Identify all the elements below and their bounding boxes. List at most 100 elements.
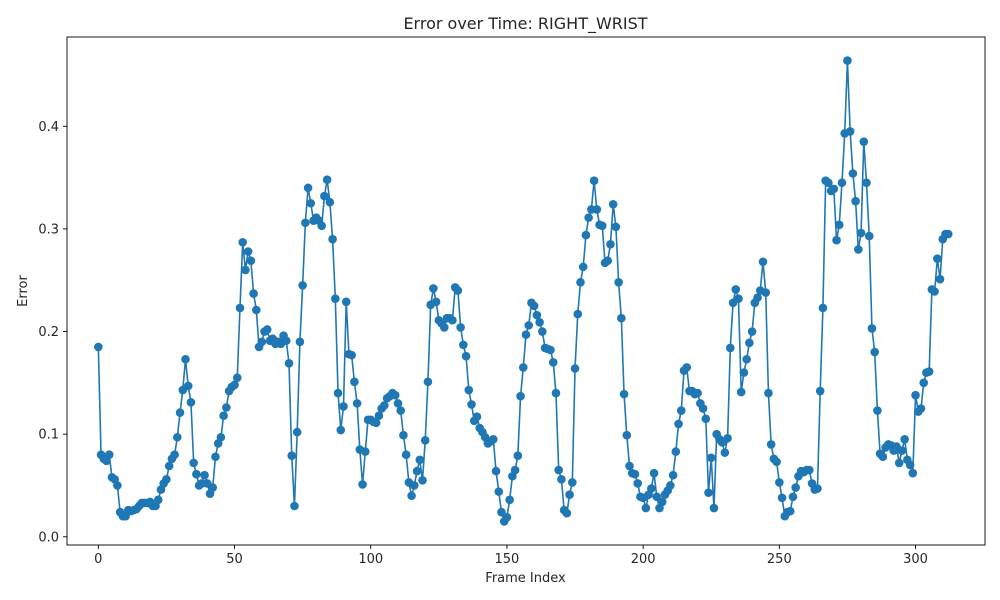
data-point [630, 469, 640, 479]
x-tick-label: 50 [226, 552, 243, 567]
data-point [301, 218, 310, 228]
data-point [189, 458, 198, 468]
data-point [328, 234, 337, 244]
data-point [252, 305, 261, 315]
y-tick-label: 0.1 [38, 428, 59, 443]
data-point [788, 492, 798, 502]
data-point [606, 240, 615, 249]
x-axis-label: Frame Index [485, 571, 566, 586]
data-point [608, 199, 618, 209]
plot-area [66, 36, 986, 546]
y-axis: 0.0 0.1 0.2 0.3 0.4 [38, 120, 67, 545]
data-point [393, 399, 403, 408]
data-point [731, 285, 741, 294]
data-point [592, 205, 602, 214]
x-tick-label: 0 [94, 552, 102, 567]
chart-title: Error over Time: RIGHT_WRIST [403, 14, 647, 34]
data-point [238, 237, 247, 247]
data-point [873, 406, 882, 415]
data-point [292, 427, 302, 437]
data-point [192, 469, 201, 479]
data-point [448, 315, 457, 325]
data-point [815, 386, 825, 396]
data-point [573, 309, 583, 319]
data-point [510, 465, 520, 475]
data-point [347, 350, 356, 360]
data-point [818, 303, 828, 313]
data-point [322, 175, 332, 184]
data-point [878, 452, 888, 462]
data-point [230, 380, 239, 390]
data-point [418, 476, 427, 485]
data-point [407, 491, 416, 501]
y-tick-label: 0.4 [38, 120, 59, 135]
data-point [943, 229, 953, 239]
data-point [614, 277, 623, 287]
data-point [723, 433, 732, 443]
data-point [649, 468, 659, 478]
series-layer [94, 56, 953, 526]
data-point [581, 230, 591, 240]
data-point [491, 466, 501, 476]
data-point [764, 388, 773, 398]
data-point [502, 512, 512, 522]
data-point [557, 475, 566, 484]
data-point [897, 446, 907, 455]
data-point [399, 430, 408, 440]
data-point [834, 220, 844, 230]
data-point [576, 277, 585, 287]
data-point [439, 323, 449, 332]
data-point [777, 493, 787, 503]
data-point [350, 377, 359, 387]
data-point [551, 388, 561, 398]
data-point [331, 294, 340, 304]
data-point [257, 337, 267, 347]
data-point [320, 191, 329, 201]
data-point [472, 412, 482, 422]
data-point [647, 484, 656, 493]
data-point [535, 318, 544, 327]
data-point [262, 325, 272, 334]
data-point [859, 137, 869, 146]
data-point [867, 324, 877, 333]
data-point [568, 478, 577, 487]
y-tick-label: 0.0 [38, 530, 59, 545]
data-point [652, 492, 662, 502]
data-point [619, 389, 629, 399]
data-point [562, 508, 572, 518]
data-point [371, 418, 381, 428]
data-point [935, 274, 945, 284]
data-point [113, 481, 122, 490]
data-point [924, 367, 934, 376]
data-point [505, 495, 514, 505]
data-point [235, 303, 245, 313]
data-point [415, 455, 425, 465]
data-point [753, 293, 762, 302]
data-point [682, 363, 692, 372]
data-point [739, 368, 749, 377]
data-point [336, 425, 346, 435]
data-point [317, 221, 327, 231]
data-point [516, 391, 525, 401]
data-point [633, 479, 642, 488]
data-point [824, 178, 833, 188]
data-point [459, 340, 468, 350]
data-point [698, 404, 708, 413]
data-point [186, 398, 196, 407]
data-point [845, 127, 855, 136]
data-point [742, 354, 751, 364]
data-point [333, 388, 343, 398]
x-tick-label: 100 [358, 552, 383, 567]
data-point [597, 221, 607, 231]
data-point [775, 478, 784, 487]
data-point [529, 301, 539, 311]
data-point [930, 287, 939, 296]
data-point [341, 297, 351, 307]
data-point [249, 289, 258, 298]
x-tick-label: 200 [631, 552, 656, 567]
data-point [164, 461, 174, 471]
data-point [461, 351, 471, 361]
data-point [170, 450, 179, 459]
data-point [709, 503, 719, 513]
